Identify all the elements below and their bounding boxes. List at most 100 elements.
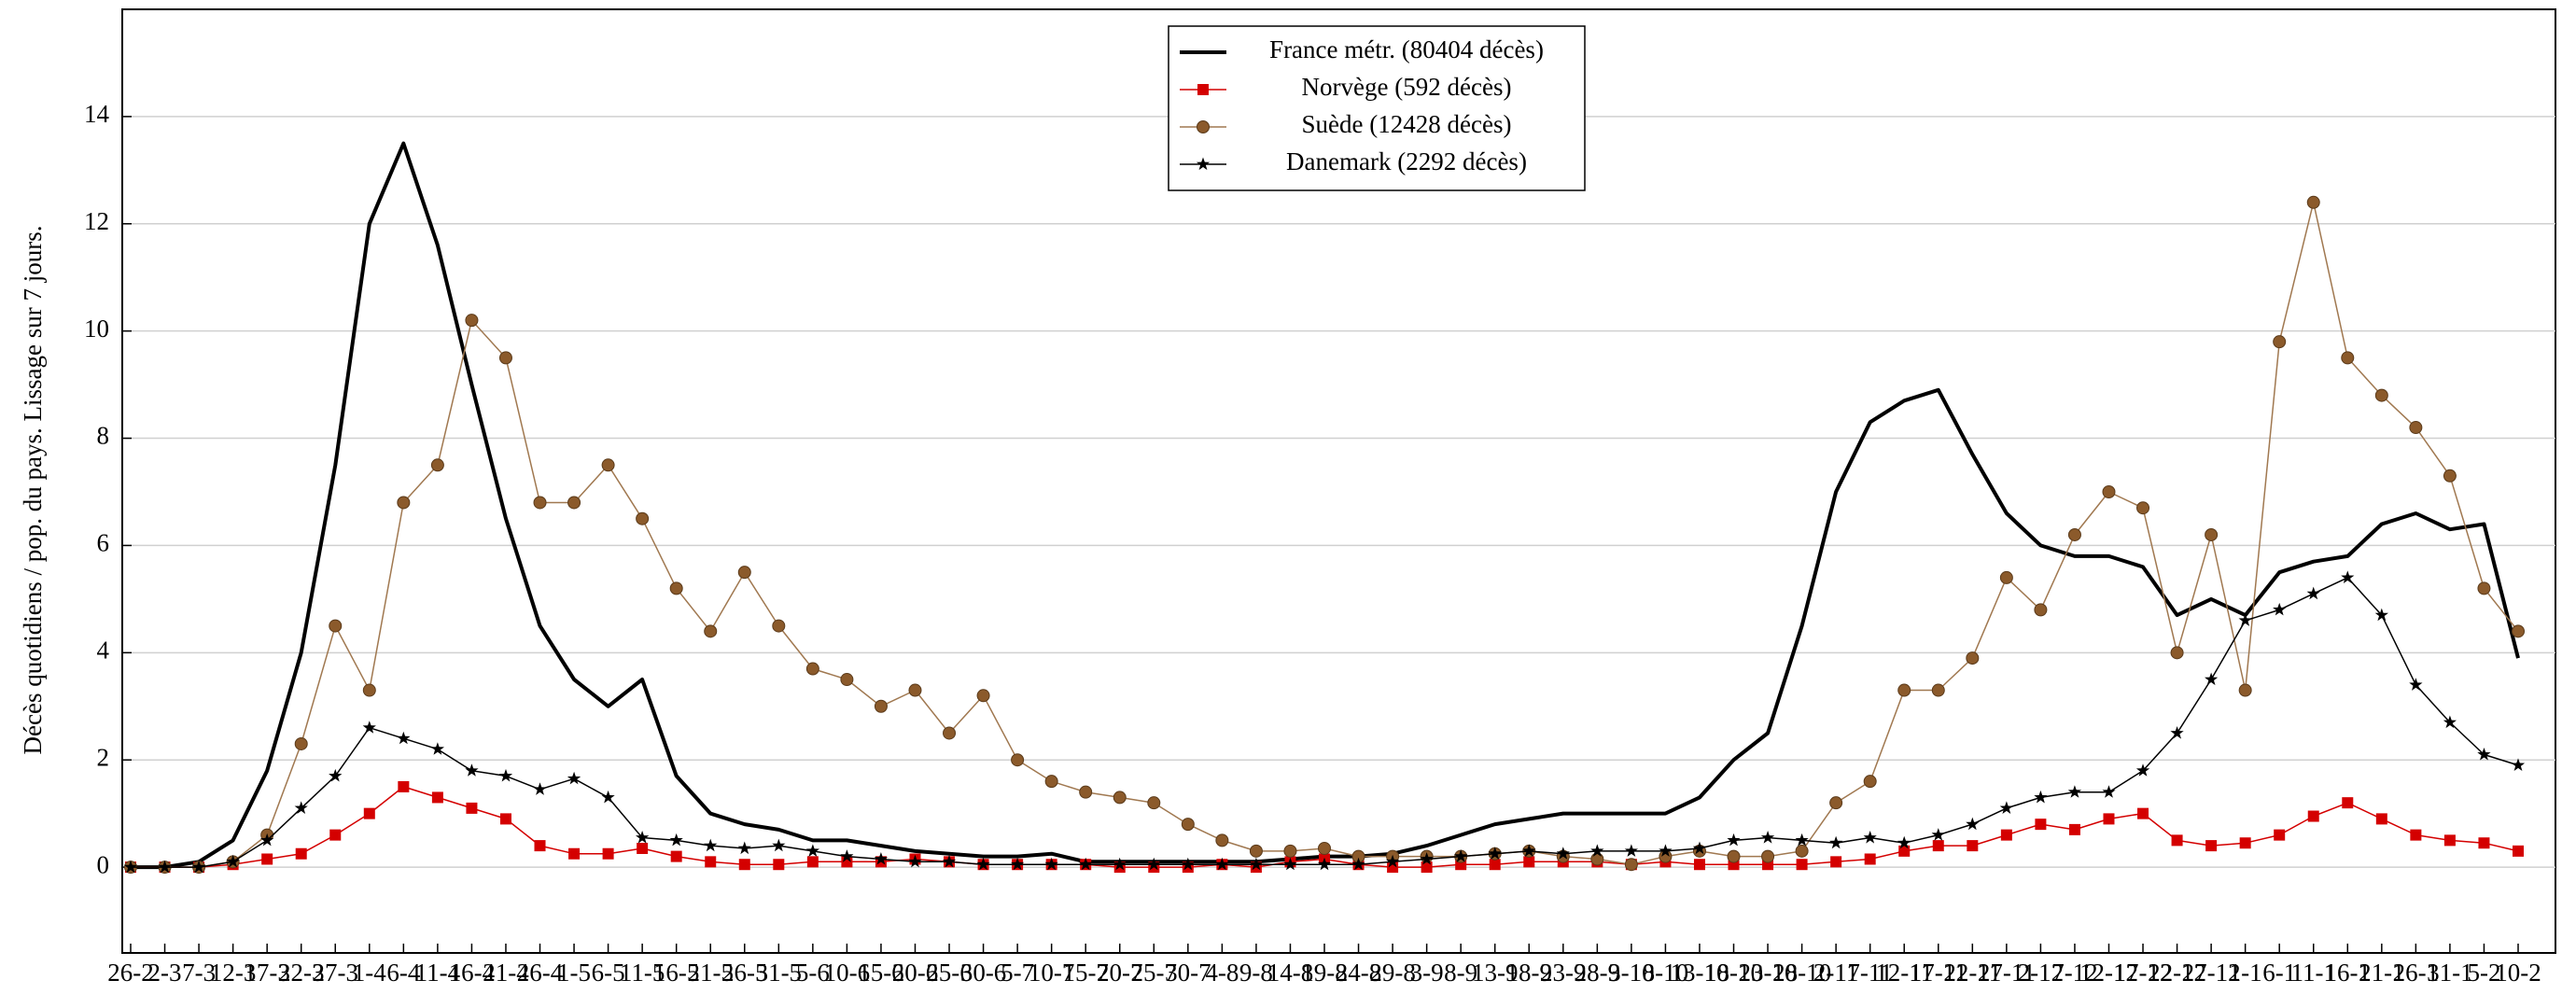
- marker: [2410, 829, 2422, 841]
- marker: [2477, 748, 2491, 761]
- marker: [2341, 570, 2355, 583]
- x-tick-label: 10-2: [2495, 959, 2541, 987]
- x-tick-label: 12-11: [1875, 959, 1933, 987]
- marker: [1795, 833, 1809, 847]
- marker: [1079, 785, 1093, 799]
- marker: [533, 496, 547, 510]
- marker: [1727, 849, 1741, 863]
- x-tick-label: 21-4: [483, 959, 529, 987]
- x-tick-label: 29-8: [1369, 959, 1416, 987]
- marker: [1215, 833, 1229, 847]
- marker: [430, 742, 444, 755]
- x-tick-label: 22-11: [1943, 959, 2001, 987]
- marker: [2443, 469, 2457, 483]
- x-tick-label: 26-2: [107, 959, 154, 987]
- marker: [1249, 844, 1263, 858]
- marker: [498, 351, 512, 365]
- x-tick-label: 9-8: [1239, 959, 1273, 987]
- marker: [1864, 853, 1876, 865]
- x-tick-label: 1-1: [2229, 959, 2262, 987]
- legend-marker: [1196, 157, 1211, 171]
- x-tick-label: 21-5: [687, 959, 734, 987]
- marker: [1317, 857, 1332, 871]
- x-tick-label: 20-7: [1097, 959, 1143, 987]
- marker: [123, 860, 138, 874]
- marker: [533, 782, 547, 795]
- y-tick-label: 10: [84, 315, 109, 343]
- marker: [2136, 501, 2150, 515]
- marker: [329, 619, 343, 633]
- marker: [1386, 854, 1400, 868]
- marker: [2238, 683, 2252, 697]
- x-tick-label: 4-8: [1205, 959, 1239, 987]
- x-tick-label: 17-3: [244, 959, 290, 987]
- marker: [295, 847, 307, 860]
- x-tick-label: 10-6: [824, 959, 871, 987]
- marker: [294, 801, 308, 814]
- marker: [430, 458, 444, 472]
- x-tick-label: 2-3: [148, 959, 182, 987]
- x-tick-label: 26-4: [517, 959, 564, 987]
- x-tick-label: 12-3: [210, 959, 257, 987]
- marker: [2375, 813, 2387, 825]
- marker: [397, 496, 411, 510]
- marker: [1420, 852, 1434, 865]
- marker: [1421, 861, 1433, 874]
- marker: [1898, 845, 1911, 857]
- marker: [1932, 840, 1944, 852]
- x-tick-label: 14-8: [1267, 959, 1314, 987]
- marker: [2205, 840, 2218, 852]
- marker: [2409, 678, 2423, 691]
- series-line: [131, 141, 2520, 870]
- x-tick-label: 6-4: [386, 959, 420, 987]
- marker: [2205, 672, 2219, 686]
- x-tick-label: 23-9: [1540, 959, 1587, 987]
- marker: [805, 844, 819, 857]
- x-tick-label: 11-4: [415, 959, 461, 987]
- x-tick-label: 30-7: [1165, 959, 1211, 987]
- marker: [705, 856, 717, 868]
- marker: [498, 768, 513, 782]
- x-tick-label: 15-7: [1062, 959, 1109, 987]
- marker: [1522, 844, 1536, 857]
- x-tick-label: 7-12: [2051, 959, 2098, 987]
- marker: [1079, 857, 1093, 871]
- marker: [2171, 834, 2183, 847]
- marker: [1147, 796, 1161, 810]
- plot-frame: [121, 8, 2556, 954]
- marker: [2511, 758, 2526, 771]
- marker: [772, 619, 786, 633]
- marker: [2273, 602, 2287, 616]
- marker: [2170, 726, 2184, 739]
- x-tick-label: 31-1: [2427, 959, 2473, 987]
- marker: [1488, 847, 1502, 860]
- marker: [2068, 823, 2080, 835]
- marker: [363, 807, 375, 819]
- marker: [568, 847, 581, 860]
- marker: [2306, 195, 2320, 209]
- legend-marker: [1197, 120, 1210, 133]
- marker: [670, 850, 682, 862]
- x-tick-label: 27-11: [1978, 959, 2036, 987]
- x-tick-label: 5-2: [2467, 959, 2500, 987]
- marker: [1624, 844, 1638, 857]
- x-tick-label: 16-5: [653, 959, 700, 987]
- marker: [226, 854, 240, 868]
- marker: [1760, 831, 1775, 844]
- marker: [737, 566, 751, 580]
- marker: [466, 802, 478, 814]
- marker: [943, 726, 957, 740]
- series-line: [131, 202, 2519, 868]
- x-tick-label: 1-4: [353, 959, 386, 987]
- x-tick-label: 8-10: [1643, 959, 1689, 987]
- marker: [1215, 857, 1229, 871]
- marker: [2170, 646, 2184, 660]
- marker: [362, 721, 376, 734]
- marker: [1999, 570, 2013, 584]
- marker: [1727, 833, 1741, 847]
- marker: [329, 829, 342, 841]
- marker: [2000, 829, 2012, 841]
- x-tick-label: 24-8: [1336, 959, 1382, 987]
- x-tick-label: 27-3: [313, 959, 359, 987]
